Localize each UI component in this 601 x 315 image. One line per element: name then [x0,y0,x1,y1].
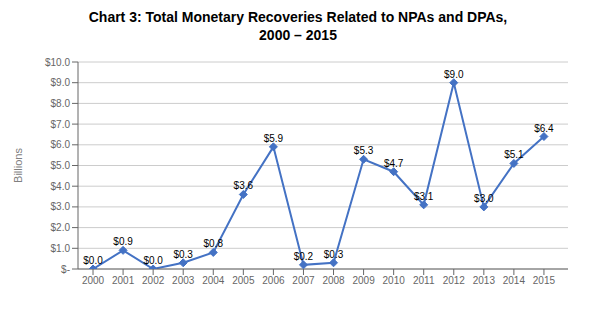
svg-text:$0.8: $0.8 [204,238,224,249]
svg-text:2000: 2000 [82,275,105,286]
svg-text:2008: 2008 [322,275,345,286]
svg-text:2006: 2006 [262,275,285,286]
svg-text:2013: 2013 [473,275,496,286]
svg-text:$3.0: $3.0 [474,193,494,204]
svg-text:$4.0: $4.0 [51,181,71,192]
svg-text:$4.7: $4.7 [384,158,404,169]
svg-text:2009: 2009 [352,275,375,286]
svg-text:$3.6: $3.6 [234,180,254,191]
svg-text:$0.0: $0.0 [83,255,103,266]
svg-text:$5.1: $5.1 [504,149,524,160]
svg-text:2015: 2015 [533,275,556,286]
svg-text:2002: 2002 [142,275,165,286]
svg-text:2001: 2001 [112,275,135,286]
svg-text:$0.0: $0.0 [143,255,163,266]
svg-text:$7.0: $7.0 [51,119,71,130]
svg-text:$6.0: $6.0 [51,139,71,150]
svg-text:2007: 2007 [292,275,315,286]
svg-text:Billions: Billions [12,148,24,183]
html-text:Chart 3: Total Monetary Recove: Chart 3: Total Monetary Recoveries Relat… [88,9,508,25]
svg-text:$0.9: $0.9 [113,236,133,247]
svg-text:$3.1: $3.1 [414,191,434,202]
svg-text:$0.2: $0.2 [294,251,314,262]
svg-text:$0.3: $0.3 [324,249,344,260]
svg-text:$0.3: $0.3 [173,249,193,260]
svg-text:$1.0: $1.0 [51,243,71,254]
svg-text:$5.0: $5.0 [51,160,71,171]
svg-text:$-: $- [61,264,70,275]
svg-text:$8.0: $8.0 [51,98,71,109]
svg-text:$2.0: $2.0 [51,222,71,233]
svg-text:$6.4: $6.4 [534,123,554,134]
html-text:2000 – 2015: 2000 – 2015 [259,27,337,43]
svg-text:$5.3: $5.3 [354,145,374,156]
svg-text:$9.0: $9.0 [444,69,464,80]
svg-text:2011: 2011 [413,275,435,286]
svg-text:2010: 2010 [383,275,406,286]
svg-text:$5.9: $5.9 [264,133,284,144]
svg-text:$3.0: $3.0 [51,201,71,212]
svg-text:$9.0: $9.0 [51,77,71,88]
svg-text:2005: 2005 [232,275,255,286]
svg-text:2014: 2014 [503,275,526,286]
svg-text:$10.0: $10.0 [45,57,70,68]
svg-text:2003: 2003 [172,275,195,286]
svg-text:2004: 2004 [202,275,225,286]
svg-text:2012: 2012 [443,275,466,286]
